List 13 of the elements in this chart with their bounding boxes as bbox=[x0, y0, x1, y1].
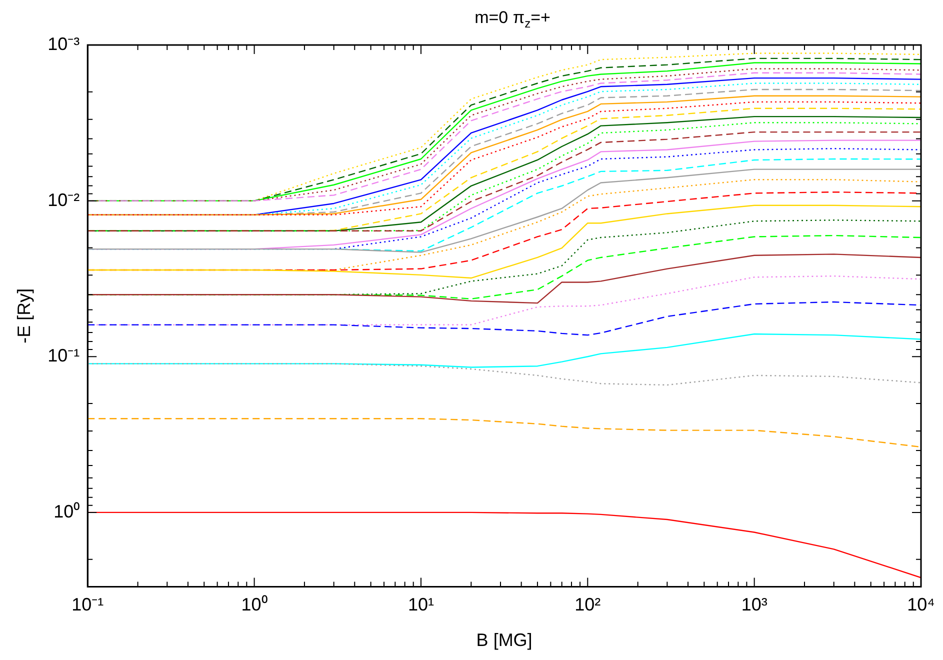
x-tick-label: 10⁴ bbox=[907, 594, 935, 615]
y-tick-label: 10⁻³ bbox=[48, 34, 80, 54]
y-tick-label: 10⁻² bbox=[48, 190, 80, 210]
x-tick-label: 10¹ bbox=[408, 594, 434, 615]
x-tick-label: 10⁻¹ bbox=[72, 594, 104, 615]
y-tick-label: 10⁰ bbox=[54, 501, 80, 522]
x-tick-label: 10³ bbox=[741, 594, 768, 615]
y-tick-label: 10⁻¹ bbox=[48, 346, 80, 366]
x-axis-title: B [MG] bbox=[476, 630, 532, 650]
x-tick-label: 10² bbox=[574, 594, 601, 615]
x-tick-label: 10⁰ bbox=[241, 594, 268, 615]
chart-title: m=0 π$_{z}$=+ bbox=[474, 8, 552, 30]
y-axis-title: -E [Ry] bbox=[14, 288, 34, 344]
